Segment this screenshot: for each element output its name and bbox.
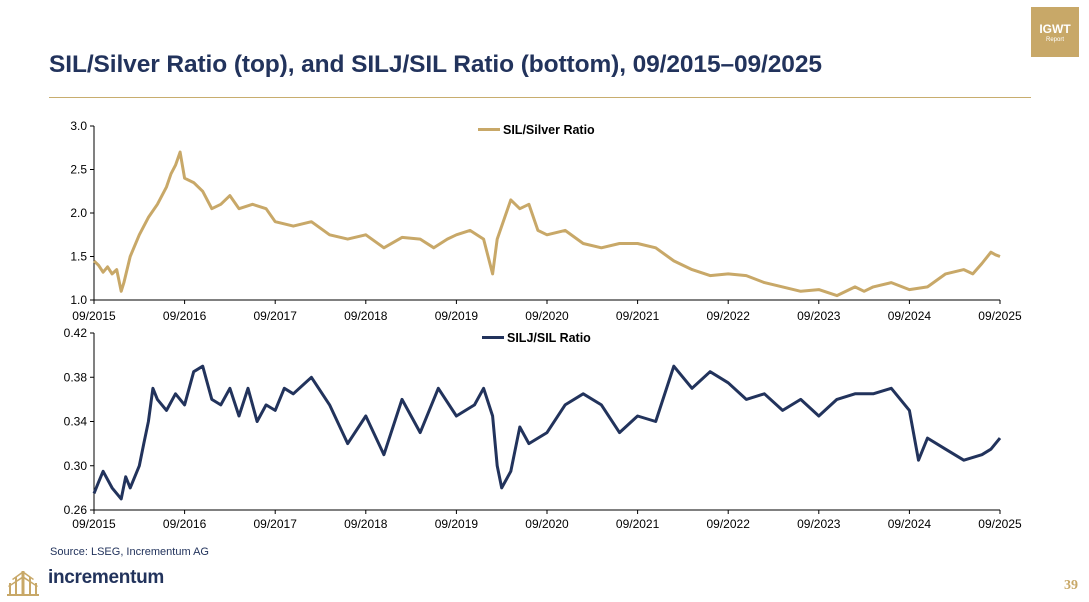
report-badge-title: IGWT	[1039, 22, 1071, 36]
sil-silver-ratio-x-tick-label: 09/2017	[254, 309, 298, 323]
incrementum-logo-text: incrementum	[48, 567, 165, 588]
sil-silver-ratio-x-tick-label: 09/2019	[435, 309, 479, 323]
report-badge-subtitle: Report	[1045, 37, 1064, 43]
sil-silver-ratio-x-tick-label: 09/2016	[163, 309, 207, 323]
sil-silver-ratio-y-tick-label: 2.5	[70, 163, 87, 177]
silj-sil-ratio-x-tick-label: 09/2016	[163, 517, 207, 531]
charts-area: 1.0 1.5 2.0 2.5 3.0 09/2015 09/2016 09/2017 09/…	[64, 119, 1022, 531]
title-divider	[49, 97, 1031, 98]
silj-sil-ratio-x-tick-label: 09/2021	[616, 517, 660, 531]
sil-silver-ratio-x-tick-label: 09/2023	[797, 309, 841, 323]
report-badge: IGWT Report	[1031, 7, 1079, 57]
sil-silver-ratio-y-tick-label: 3.0	[70, 119, 87, 133]
sil-silver-ratio-x-tick-label: 09/2025	[978, 309, 1022, 323]
silj-sil-ratio-y-tick-label: 0.26	[64, 503, 88, 517]
silj-sil-ratio-legend-label: SILJ/SIL Ratio	[507, 331, 591, 345]
silj-sil-ratio-series-line	[92, 364, 1002, 501]
sil-silver-ratio-x-tick-label: 09/2024	[888, 309, 932, 323]
silj-sil-ratio-x-tick-label: 09/2018	[344, 517, 388, 531]
sil-silver-ratio-x-tick-label: 09/2015	[72, 309, 116, 323]
chart-top: 1.0 1.5 2.0 2.5 3.0 09/2015 09/2016 09/2017 09/…	[70, 119, 1022, 323]
silj-sil-ratio-y-tick-label: 0.30	[64, 459, 88, 473]
page-title: SIL/Silver Ratio (top), and SILJ/SIL Rat…	[49, 51, 822, 78]
silj-sil-ratio-x-tick-label: 09/2024	[888, 517, 932, 531]
sil-silver-ratio-x-tick-label: 09/2022	[707, 309, 751, 323]
sil-silver-ratio-legend-label: SIL/Silver Ratio	[503, 123, 595, 137]
silj-sil-ratio-x-tick-label: 09/2022	[707, 517, 751, 531]
sil-silver-ratio-x-tick-label: 09/2018	[344, 309, 388, 323]
sil-silver-ratio-y-tick-label: 1.5	[70, 250, 87, 264]
page-number: 39	[1064, 578, 1078, 593]
chart-bottom: 0.26 0.30 0.34 0.38 0.42 09/2015 09/2016 09/20…	[64, 326, 1022, 531]
silj-sil-ratio-x-tick-label: 09/2019	[435, 517, 479, 531]
sil-silver-ratio-y-tick-label: 1.0	[70, 293, 87, 307]
silj-sil-ratio-y-tick-label: 0.34	[64, 415, 88, 429]
silj-sil-ratio-x-tick-label: 09/2025	[978, 517, 1022, 531]
silj-sil-ratio-y-tick-label: 0.38	[64, 370, 88, 384]
silj-sil-ratio-x-tick-label: 09/2023	[797, 517, 841, 531]
sil-silver-ratio-series-line	[92, 150, 1001, 298]
source-note: Source: LSEG, Incrementum AG	[50, 546, 209, 558]
silj-sil-ratio-y-tick-label: 0.42	[64, 326, 88, 340]
sil-silver-ratio-x-tick-label: 09/2020	[525, 309, 569, 323]
sil-silver-ratio-x-tick-label: 09/2021	[616, 309, 660, 323]
silj-sil-ratio-x-tick-label: 09/2017	[254, 517, 298, 531]
silj-sil-ratio-x-tick-label: 09/2020	[525, 517, 569, 531]
incrementum-logo: incrementum	[6, 567, 176, 597]
sil-silver-ratio-y-tick-label: 2.0	[70, 206, 87, 220]
silj-sil-ratio-x-tick-label: 09/2015	[72, 517, 116, 531]
incrementum-logo-icon	[7, 571, 39, 596]
